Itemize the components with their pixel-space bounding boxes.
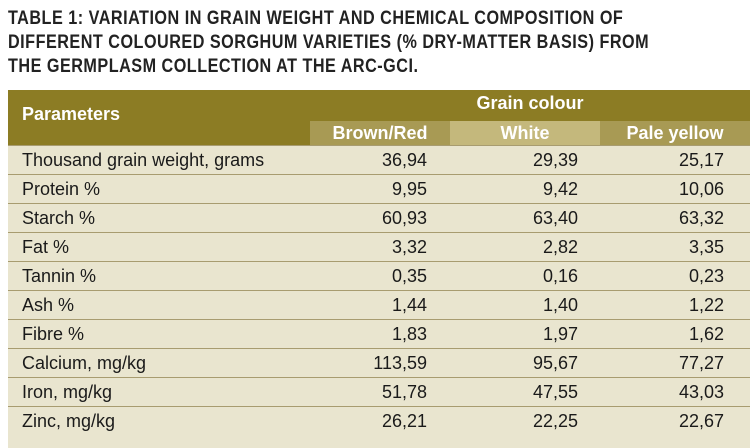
table-caption: TABLE 1: VARIATION IN GRAIN WEIGHT AND C… [8,6,650,78]
row-label: Fat % [22,237,70,257]
caption-line-1: TABLE 1: VARIATION IN GRAIN WEIGHT AND C… [8,7,624,29]
cell-brown-red: 26,21 [381,411,427,431]
row-label: Thousand grain weight, grams [22,150,265,170]
cell-brown-red: 113,59 [373,353,427,373]
parameters-header: Parameters [22,104,121,124]
table-row: Iron, mg/kg 51,78 47,55 43,03 [8,377,750,406]
cell-pale-yellow: 22,67 [678,411,724,431]
cell-white: 95,67 [532,353,578,373]
cell-white: 0,16 [542,266,578,286]
table-row: Tannin % 0,35 0,16 0,23 [8,261,750,290]
cell-white: 22,25 [532,411,578,431]
caption-line-2: DIFFERENT COLOURED SORGHUM VARIETIES (% … [8,31,650,53]
cell-brown-red: 60,93 [381,208,427,228]
row-label: Tannin % [22,266,97,286]
caption-line-3: THE GERMPLASM COLLECTION AT THE ARC-GCI. [8,55,419,77]
row-label: Ash % [22,295,75,315]
table-row: Protein % 9,95 9,42 10,06 [8,174,750,203]
cell-brown-red: 1,44 [391,295,427,315]
cell-pale-yellow: 10,06 [678,179,724,199]
cell-brown-red: 3,32 [391,237,427,257]
row-label: Starch % [22,208,96,228]
column-header-brown-red: Brown/Red [310,121,450,145]
row-label: Calcium, mg/kg [22,353,147,373]
cell-pale-yellow: 63,32 [678,208,724,228]
column-header-pale-yellow: Pale yellow [600,121,750,145]
cell-brown-red: 51,78 [381,382,427,402]
cell-brown-red: 36,94 [381,150,427,170]
grain-colour-header: Grain colour [476,93,584,113]
cell-brown-red: 1,83 [391,324,427,344]
column-header-white: White [450,121,600,145]
row-label: Fibre % [22,324,85,344]
cell-pale-yellow: 1,22 [688,295,724,315]
cell-pale-yellow: 3,35 [688,237,724,257]
table-row: Fat % 3,32 2,82 3,35 [8,232,750,261]
cell-white: 29,39 [532,150,578,170]
cell-white: 1,40 [542,295,578,315]
cell-white: 9,42 [542,179,578,199]
table-row: Zinc, mg/kg 26,21 22,25 22,67 [8,406,750,435]
cell-white: 2,82 [542,237,578,257]
table-row: Ash % 1,44 1,40 1,22 [8,290,750,319]
row-label: Protein % [22,179,101,199]
cell-pale-yellow: 0,23 [688,266,724,286]
table-row: Fibre % 1,83 1,97 1,62 [8,319,750,348]
table-row: Thousand grain weight, grams 36,94 29,39… [8,145,750,174]
cell-pale-yellow: 25,17 [678,150,724,170]
cell-brown-red: 0,35 [391,266,427,286]
cell-pale-yellow: 1,62 [688,324,724,344]
cell-pale-yellow: 77,27 [678,353,724,373]
table-row: Starch % 60,93 63,40 63,32 [8,203,750,232]
cell-brown-red: 9,95 [391,179,427,199]
cell-white: 63,40 [532,208,578,228]
cell-white: 1,97 [542,324,578,344]
data-table: Parameters Grain colour Brown/Red White … [8,90,750,448]
row-label: Iron, mg/kg [22,382,113,402]
table-header: Parameters Grain colour Brown/Red White … [8,90,750,145]
table-row: Calcium, mg/kg 113,59 95,67 77,27 [8,348,750,377]
cell-pale-yellow: 43,03 [678,382,724,402]
cell-white: 47,55 [532,382,578,402]
row-label: Zinc, mg/kg [22,411,116,431]
